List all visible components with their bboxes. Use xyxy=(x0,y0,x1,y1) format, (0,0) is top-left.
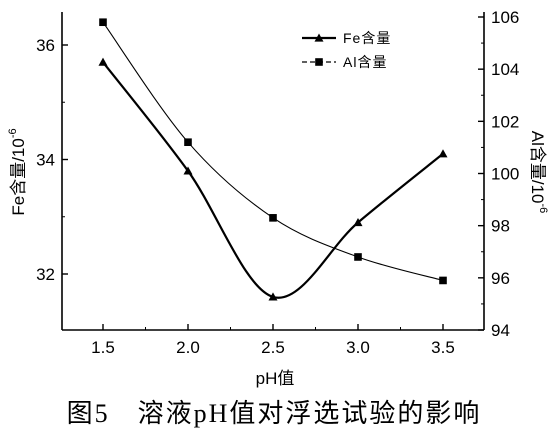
x-tick-label: 3.5 xyxy=(431,338,455,357)
x-tick-label: 2.0 xyxy=(176,338,200,357)
data-point-square xyxy=(184,138,192,146)
legend-label: Al含量 xyxy=(343,54,387,70)
series-al xyxy=(99,18,447,285)
ticks: 1.5 2.0 2.5 3.0 3.5 32 34 36 94 96 98 100 102 104 106 xyxy=(36,8,519,357)
y-right-axis-title: Al含量/10-6 xyxy=(528,131,548,214)
legend-marker-triangle xyxy=(314,33,324,42)
legend-entry: Fe含量 xyxy=(302,30,391,46)
data-point-triangle xyxy=(268,292,278,301)
x-tick-label: 3.0 xyxy=(346,338,370,357)
y-right-tick-label: 100 xyxy=(491,165,519,184)
data-point-square xyxy=(99,18,107,27)
series-line xyxy=(102,21,444,281)
y-left-tick-label: 36 xyxy=(36,36,55,55)
y-right-tick-label: 96 xyxy=(491,269,510,288)
data-point-triangle xyxy=(438,149,448,158)
legend-entry: Al含量 xyxy=(302,54,387,70)
svg-text:Al含量/10-6: Al含量/10-6 xyxy=(528,131,548,214)
y-left-tick-label: 34 xyxy=(36,151,55,170)
data-point-square xyxy=(439,276,447,285)
y-right-tick-label: 106 xyxy=(491,8,519,27)
y-right-tick-label: 104 xyxy=(491,60,519,79)
svg-text:Fe含量/10-6: Fe含量/10-6 xyxy=(7,128,28,215)
y-left-axis-title: Fe含量/10-6 xyxy=(7,128,28,215)
x-axis-title: pH值 xyxy=(256,369,295,388)
data-point-triangle xyxy=(183,166,193,175)
data-point-square xyxy=(354,253,362,261)
y-right-tick-label: 102 xyxy=(491,112,519,131)
series-group xyxy=(98,18,448,301)
y-right-axis-title-text: Al含量/10 xyxy=(528,131,547,204)
x-tick-label: 2.5 xyxy=(261,338,285,357)
y-left-tick-label: 32 xyxy=(36,265,55,284)
figure-caption: 图5 溶液pH值对浮选试验的影响 xyxy=(67,399,482,428)
legend: Fe含量 Al含量 xyxy=(302,30,391,70)
y-left-axis-title-text: Fe含量/10 xyxy=(9,138,28,215)
y-right-axis-title-superscript: -6 xyxy=(537,203,548,213)
data-point-square xyxy=(269,214,277,222)
y-right-tick-label: 98 xyxy=(491,217,510,236)
y-left-axis-title-superscript: -6 xyxy=(7,128,19,138)
series-fe xyxy=(98,57,448,301)
legend-marker-square xyxy=(315,58,323,66)
data-point-triangle xyxy=(353,217,363,227)
y-right-tick-label: 94 xyxy=(491,321,510,340)
x-tick-label: 1.5 xyxy=(91,338,115,357)
legend-label: Fe含量 xyxy=(343,30,391,46)
data-point-triangle xyxy=(98,57,108,66)
